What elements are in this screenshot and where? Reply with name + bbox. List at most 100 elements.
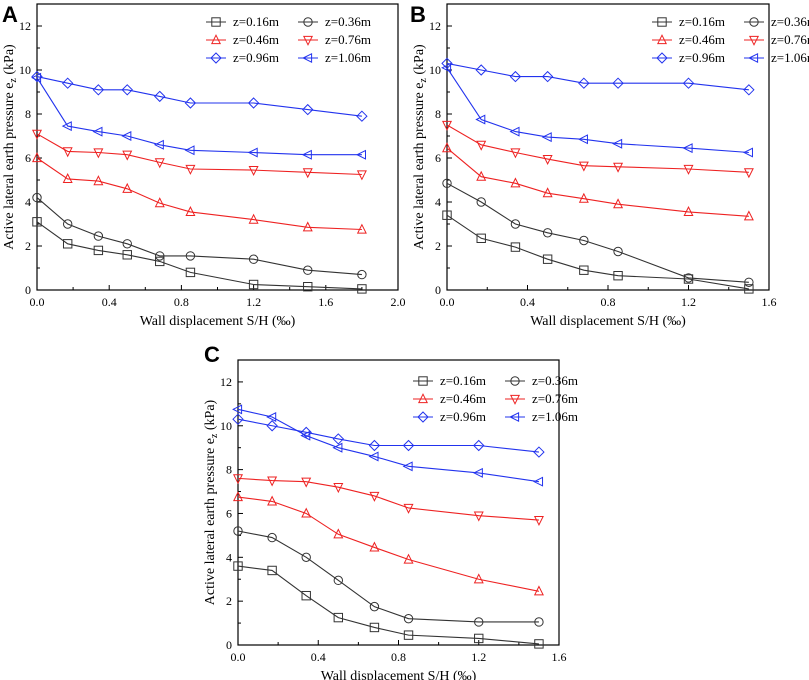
data-point xyxy=(476,170,487,181)
data-point xyxy=(509,126,520,137)
data-point xyxy=(533,585,544,596)
x-tick-label: 0.0 xyxy=(440,295,455,309)
data-point xyxy=(355,149,366,160)
data-point xyxy=(368,439,381,452)
data-point xyxy=(613,246,623,257)
series-z=0.16m xyxy=(442,210,754,294)
legend-marker xyxy=(211,17,221,27)
data-point xyxy=(31,129,43,140)
data-point xyxy=(578,161,589,172)
x-tick-label: 0.4 xyxy=(311,650,326,664)
data-point xyxy=(578,192,589,203)
data-point xyxy=(510,242,521,252)
legend-label: z=0.76m xyxy=(325,32,371,47)
data-point xyxy=(333,575,344,586)
series-line xyxy=(446,62,749,91)
data-point xyxy=(744,284,754,294)
data-point xyxy=(248,254,259,264)
data-point xyxy=(122,182,133,193)
data-point xyxy=(93,231,104,241)
series-line xyxy=(237,408,540,483)
y-tick-label: 2 xyxy=(226,594,232,608)
x-tick-label: 1.6 xyxy=(762,295,777,309)
series-line xyxy=(446,67,749,154)
data-point xyxy=(62,239,73,249)
x-tick-label: 2.0 xyxy=(391,295,406,309)
data-point xyxy=(682,143,693,154)
legend-marker xyxy=(417,393,429,404)
data-point xyxy=(533,476,544,487)
x-tick-label: 0.0 xyxy=(30,295,45,309)
series-z=0.96m xyxy=(31,70,368,122)
series-z=0.76m xyxy=(31,129,367,181)
series-z=0.96m xyxy=(441,57,755,96)
data-point xyxy=(683,205,694,216)
data-point xyxy=(303,282,313,292)
data-point xyxy=(744,277,754,287)
x-tick-label: 1.6 xyxy=(552,650,567,664)
data-point xyxy=(369,541,380,552)
legend-label: z=0.96m xyxy=(233,50,279,65)
legend-label: z=1.06m xyxy=(325,50,371,65)
data-point xyxy=(442,178,452,189)
data-point xyxy=(510,148,521,159)
data-point xyxy=(247,147,258,158)
series-z=0.36m xyxy=(233,526,544,627)
legend-marker xyxy=(748,52,759,64)
data-point xyxy=(184,97,197,109)
legend-entry: z=0.76m xyxy=(505,391,578,406)
data-point xyxy=(442,210,452,220)
legend-entry: z=0.16m xyxy=(413,373,486,388)
data-point xyxy=(579,235,589,246)
series-z=0.76m xyxy=(441,120,754,179)
legend-entry: z=0.76m xyxy=(744,32,809,47)
data-point xyxy=(247,97,260,109)
series-line xyxy=(237,477,539,521)
legend-entry: z=0.36m xyxy=(298,14,371,29)
legend-marker xyxy=(656,52,668,64)
data-point xyxy=(474,617,484,627)
data-point xyxy=(473,439,485,452)
series-line xyxy=(36,76,362,117)
legend-entry: z=0.16m xyxy=(206,14,279,29)
data-point xyxy=(403,630,414,640)
data-point xyxy=(301,477,312,488)
data-point xyxy=(154,90,166,103)
legend-entry: z=0.76m xyxy=(298,32,371,47)
data-point xyxy=(300,430,311,441)
legend-label: z=0.16m xyxy=(233,14,279,29)
legend-marker xyxy=(509,411,520,423)
data-point xyxy=(266,411,277,423)
y-axis-title: Active lateral earth pressure ez (kPa) xyxy=(203,399,220,605)
y-tick-label: 8 xyxy=(435,107,441,121)
data-point xyxy=(683,273,694,283)
y-tick-label: 6 xyxy=(226,506,232,520)
data-point xyxy=(402,461,413,472)
legend-label: z=0.16m xyxy=(440,373,486,388)
series-z=0.36m xyxy=(442,178,754,287)
data-point xyxy=(613,198,624,209)
data-point xyxy=(232,404,243,415)
data-point xyxy=(300,426,312,439)
y-tick-label: 12 xyxy=(429,19,441,33)
data-point xyxy=(743,168,754,179)
chart-panel-a: A 0 2 4 6 8 10 12 0.0 0.4 0.8 1.2 1.6 2.0 Wall displac… xyxy=(2,2,406,329)
data-point xyxy=(62,147,73,158)
data-point xyxy=(184,145,195,156)
y-tick-label: 6 xyxy=(25,151,31,165)
data-point xyxy=(122,239,132,249)
data-point xyxy=(369,622,380,633)
series-line xyxy=(446,214,749,290)
data-point xyxy=(356,110,368,122)
data-point xyxy=(534,639,544,649)
data-point xyxy=(302,221,313,232)
legend-label: z=0.36m xyxy=(771,14,809,29)
data-point xyxy=(743,210,754,221)
legend-label: z=1.06m xyxy=(532,409,578,424)
legend-marker xyxy=(510,376,520,386)
plot-frame xyxy=(237,359,560,646)
data-point xyxy=(185,205,196,216)
y-tick-label: 10 xyxy=(19,63,31,77)
data-point xyxy=(476,233,486,244)
data-point xyxy=(473,573,484,584)
